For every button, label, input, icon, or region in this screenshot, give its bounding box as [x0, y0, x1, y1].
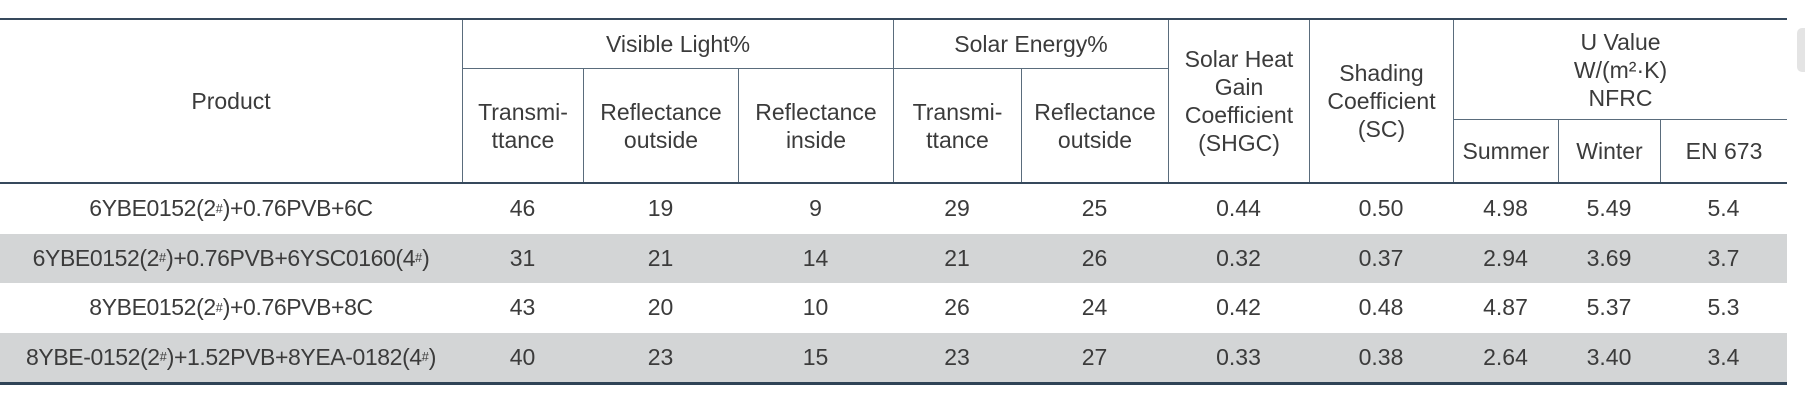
col-header-uvalue-winter: Winter [1558, 120, 1660, 182]
col-header-vl-reflectance-outside: Reflectance outside [583, 69, 738, 182]
value-cell: 5.3 [1707, 294, 1740, 321]
value-cell: 0.48 [1358, 294, 1404, 321]
value-cell: 29 [944, 195, 970, 222]
group-header-solar-energy: Solar Energy% [893, 20, 1168, 69]
value-cell: 0.37 [1358, 244, 1404, 271]
group-header-visible-light: Visible Light% [462, 20, 893, 69]
value-cell: 0.32 [1216, 244, 1261, 271]
value-cell: 2.64 [1483, 343, 1528, 370]
value-cell: 26 [1081, 244, 1108, 271]
value-cell: 23 [647, 343, 674, 370]
value-cell: 4.98 [1483, 195, 1528, 222]
value-cell: 9 [809, 195, 822, 222]
value-cell: 20 [647, 294, 674, 321]
table-row: 6YBE0152(2 #)+0.76PVB+6C 46 19 9 29 25 0.44 0.50… [0, 184, 1787, 234]
value-cell: 21 [647, 244, 674, 271]
col-header-vl-reflectance-inside: Reflectance inside [738, 69, 893, 182]
value-cell: 23 [944, 343, 970, 370]
col-header-product: Product [191, 88, 271, 114]
table-body: 6YBE0152(2 #)+0.76PVB+6C 46 19 9 29 25 0.44 0.50… [0, 184, 1787, 385]
col-header-shgc: Solar Heat Gain Coefficient (SHGC) [1168, 20, 1309, 182]
table-row: 6YBE0152(2 #)+0.76PVB+6YSC0160(4 #) 31 21 14 2… [0, 233, 1787, 283]
col-header-uvalue-en673: EN 673 [1660, 120, 1787, 182]
value-cell: 25 [1081, 195, 1108, 222]
value-cell: 0.44 [1216, 195, 1261, 222]
value-cell: 5.49 [1586, 195, 1632, 222]
scrollbar-thumb[interactable] [1797, 28, 1805, 72]
value-cell: 21 [944, 244, 970, 271]
value-cell: 3.40 [1586, 343, 1632, 370]
col-header-uvalue-summer: Summer [1453, 120, 1558, 182]
value-cell: 0.50 [1358, 195, 1404, 222]
value-cell: 19 [647, 195, 674, 222]
value-cell: 43 [509, 294, 536, 321]
spec-table: Product Visible Light% Solar Energy% Sol… [0, 18, 1787, 385]
value-cell: 2.94 [1483, 244, 1528, 271]
col-header-shading-coefficient: Shading Coefficient (SC) [1309, 20, 1453, 182]
value-cell: 31 [509, 244, 536, 271]
value-cell: 0.38 [1358, 343, 1404, 370]
value-cell: 0.42 [1216, 294, 1261, 321]
value-cell: 40 [509, 343, 536, 370]
product-cell: 6YBE0152(2 #)+0.76PVB+6C [89, 195, 373, 222]
col-header-se-transmittance: Transmi- ttance [893, 69, 1021, 182]
value-cell: 3.69 [1586, 244, 1632, 271]
value-cell: 24 [1081, 294, 1108, 321]
value-cell: 4.87 [1483, 294, 1528, 321]
product-cell: 8YBE0152(2 #)+0.76PVB+8C [89, 294, 373, 321]
product-cell: 8YBE-0152(2 #)+1.52PVB+8YEA-0182(4 #) [25, 343, 437, 370]
product-cell: 6YBE0152(2 #)+0.76PVB+6YSC0160(4 #) [32, 244, 430, 271]
table-row: 8YBE-0152(2 #)+1.52PVB+8YEA-0182(4 #) 40 23 1… [0, 332, 1787, 382]
value-cell: 10 [802, 294, 829, 321]
value-cell: 26 [944, 294, 970, 321]
value-cell: 0.33 [1216, 343, 1261, 370]
value-cell: 15 [802, 343, 829, 370]
value-cell: 14 [802, 244, 829, 271]
value-cell: 3.7 [1707, 244, 1740, 271]
col-header-se-reflectance-outside: Reflectance outside [1021, 69, 1168, 182]
group-header-u-value: U Value W/(m²·K) NFRC [1453, 20, 1787, 120]
value-cell: 27 [1081, 343, 1108, 370]
table-header: Product Visible Light% Solar Energy% Sol… [0, 18, 1787, 184]
value-cell: 3.4 [1707, 343, 1740, 370]
table-row: 8YBE0152(2 #)+0.76PVB+8C 43 20 10 26 24 0.42 0.4… [0, 283, 1787, 333]
value-cell: 5.4 [1707, 195, 1740, 222]
value-cell: 46 [509, 195, 536, 222]
value-cell: 5.37 [1586, 294, 1632, 321]
col-header-vl-transmittance: Transmi- ttance [462, 69, 583, 182]
